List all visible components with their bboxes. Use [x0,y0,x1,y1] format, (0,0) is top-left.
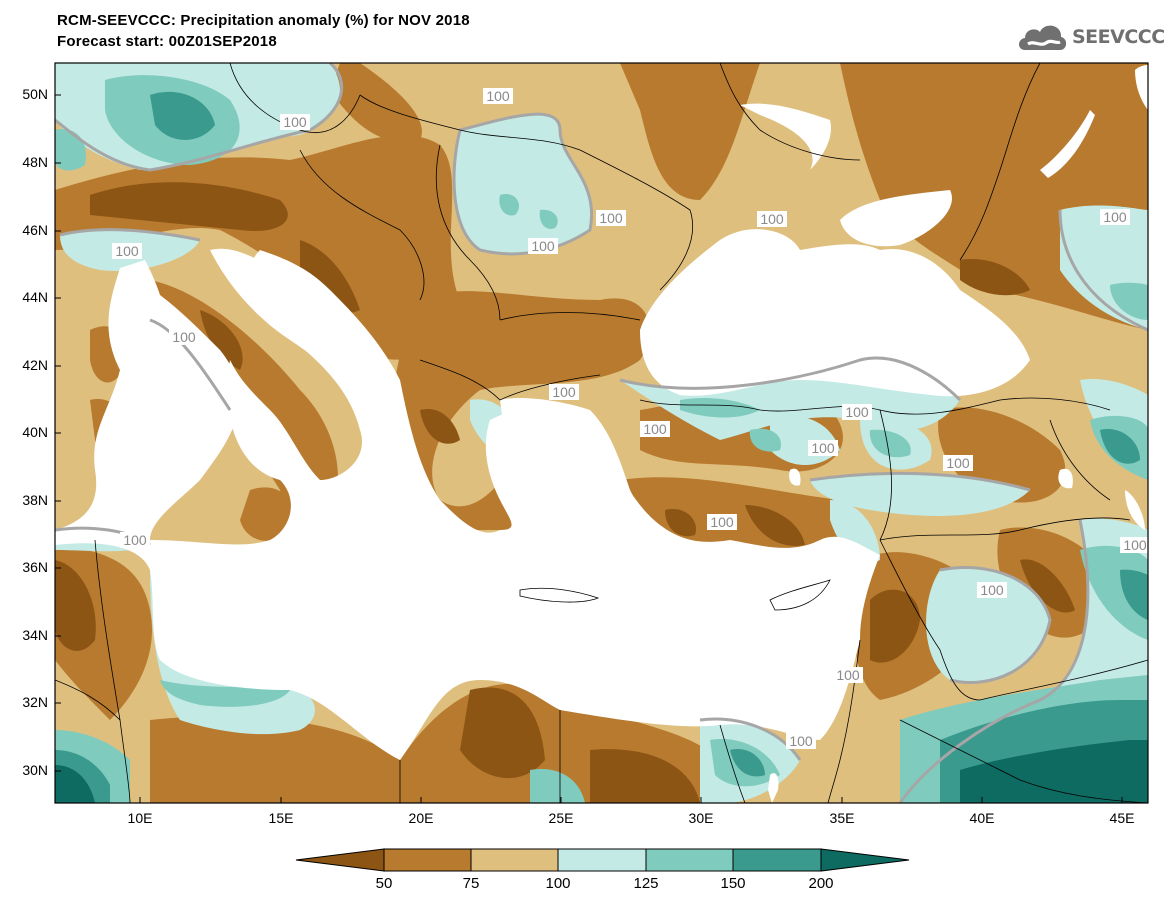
lat-label: 46N [22,222,48,238]
lon-label: 10E [127,810,153,826]
contour-label-text: 100 [946,455,970,471]
lat-label: 42N [22,357,48,373]
contour-label: 100 [640,421,670,437]
contour-label: 100 [808,440,838,456]
lat-label: 32N [22,694,48,710]
forecast-start-label: Forecast start: 00Z01SEP2018 [57,33,277,50]
contour-label: 100 [596,210,626,226]
country-borders [55,63,1148,803]
lon-label: 45E [1109,810,1135,826]
contour-label: 100 [112,243,142,259]
contour-label: 100 [1100,209,1130,225]
colorbar-label: 50 [375,875,393,892]
contour-label: 100 [833,667,863,683]
anomaly-below-50 [55,182,1075,803]
colorbar-label: 150 [720,875,746,892]
colorbar-swatch-150-200 [732,848,822,872]
colorbar-label: 100 [545,875,571,892]
lat-label: 50N [22,86,48,102]
lat-label: 30N [22,762,48,778]
contour-label: 100 [483,88,513,104]
colorbar-swatch-100-125 [557,848,647,872]
anomaly-above-200 [55,740,1148,803]
colorbar-swatch-125-150 [645,848,734,872]
map-title: RCM-SEEVCCC: Precipitation anomaly (%) f… [57,12,470,29]
contour-label-text: 100 [811,440,835,456]
colorbar-label: 75 [462,875,480,892]
lon-label: 15E [268,810,294,826]
lat-label: 44N [22,289,48,305]
colorbar-swatch-75-100 [470,848,559,872]
lat-label: 48N [22,154,48,170]
contour-label-text: 100 [710,514,734,530]
contour-label-text: 100 [1123,537,1147,553]
contour-label: 100 [528,238,558,254]
contour-label: 100 [1120,537,1148,553]
contour-label: 100 [169,329,199,345]
contour-lines-100 [55,63,1148,803]
lat-label: 40N [22,424,48,440]
contour-label-text: 100 [599,210,623,226]
contour-label-text: 100 [172,329,196,345]
contour-label-text: 100 [836,667,860,683]
lat-label: 34N [22,627,48,643]
seevccc-logo: SEEVCCC [1016,20,1165,54]
contour-label-text: 100 [643,421,667,437]
contour-label: 100 [842,404,872,420]
lon-label: 35E [829,810,855,826]
lon-label: 20E [408,810,434,826]
contour-label: 100 [549,384,579,400]
sea-mask [55,65,1148,803]
colorbar-swatch-50-75 [383,848,472,872]
lon-label: 25E [548,810,574,826]
lon-label: 40E [969,810,995,826]
contour-label-text: 100 [552,384,576,400]
colorbar-swatch-below-50 [295,848,385,872]
contour-label-text: 100 [1103,209,1127,225]
colorbar-label: 125 [633,875,659,892]
contour-label-text: 100 [486,88,510,104]
contour-label: 100 [786,733,816,749]
contour-labels: 100 100 100 100 100 100 100 100 100 100 … [112,88,1148,749]
contour-label: 100 [280,114,310,130]
islands [519,579,831,611]
colorbar-swatch-above-200 [820,848,910,872]
contour-label-text: 100 [845,404,869,420]
contour-label-text: 100 [980,582,1004,598]
contour-label-text: 100 [123,532,147,548]
map-field: 100 100 100 100 100 100 100 100 100 100 … [55,63,1148,803]
contour-label-text: 100 [760,211,784,227]
colorbar-label: 200 [808,875,834,892]
contour-label: 100 [757,211,787,227]
contour-label: 100 [943,455,973,471]
contour-label: 100 [977,582,1007,598]
contour-label: 100 [707,514,737,530]
lat-label: 38N [22,492,48,508]
logo-text: SEEVCCC [1072,26,1165,48]
contour-label-text: 100 [531,238,555,254]
lon-label: 30E [688,810,714,826]
contour-label-text: 100 [789,733,813,749]
contour-label-text: 100 [115,243,139,259]
colorbar [295,848,910,872]
cloud-icon [1019,25,1067,50]
contour-label: 100 [120,532,150,548]
contour-label-text: 100 [283,114,307,130]
axis-ticks [55,94,1123,803]
lat-label: 36N [22,559,48,575]
